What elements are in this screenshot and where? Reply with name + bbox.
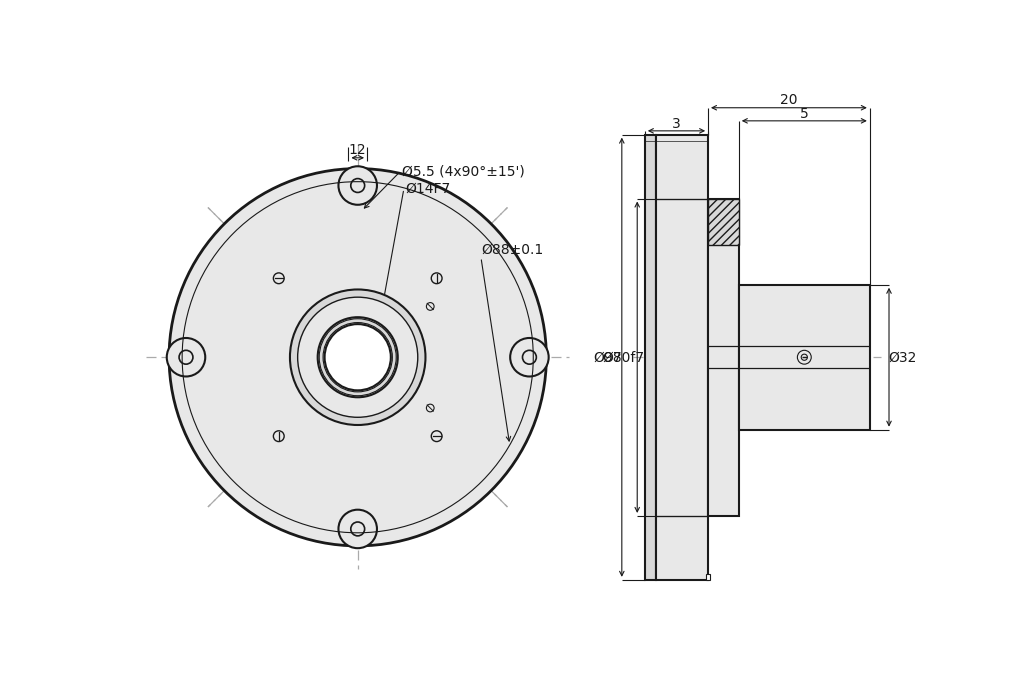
Bar — [708, 199, 739, 516]
Circle shape — [325, 324, 391, 390]
Circle shape — [798, 350, 811, 364]
Text: 12: 12 — [349, 143, 367, 157]
Text: 20: 20 — [780, 93, 798, 107]
Circle shape — [426, 303, 434, 310]
Text: Ø32: Ø32 — [889, 350, 918, 364]
Circle shape — [339, 510, 377, 548]
Bar — [655, 135, 708, 579]
Circle shape — [339, 166, 377, 205]
Text: 3: 3 — [672, 117, 681, 131]
Text: Ø88±0.1: Ø88±0.1 — [481, 243, 543, 257]
Circle shape — [510, 338, 549, 377]
Text: Ø98: Ø98 — [594, 350, 623, 364]
Text: Ø14F7: Ø14F7 — [406, 182, 451, 196]
Circle shape — [169, 168, 547, 546]
Text: 5: 5 — [800, 107, 809, 121]
Circle shape — [167, 338, 205, 377]
Text: Ø5.5 (4x90°±15'): Ø5.5 (4x90°±15') — [401, 165, 524, 179]
Bar — [645, 135, 655, 579]
Circle shape — [426, 404, 434, 412]
Bar — [707, 574, 710, 579]
Circle shape — [431, 431, 442, 442]
Circle shape — [317, 317, 397, 397]
Bar — [739, 285, 869, 430]
Circle shape — [298, 297, 418, 417]
Circle shape — [290, 289, 425, 425]
Circle shape — [273, 431, 284, 442]
Circle shape — [273, 273, 284, 284]
Bar — [708, 199, 739, 245]
Circle shape — [431, 273, 442, 284]
Text: Ø70f7: Ø70f7 — [602, 350, 644, 364]
